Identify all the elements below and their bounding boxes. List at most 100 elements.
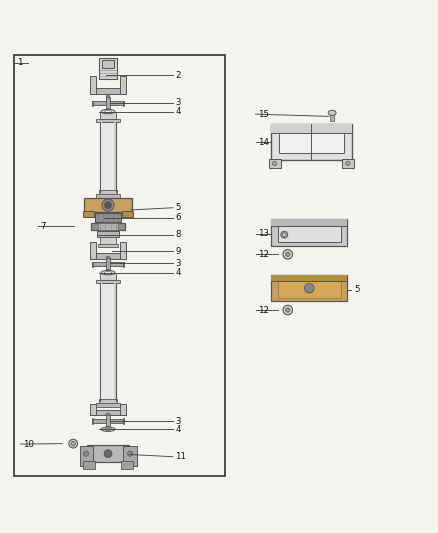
- Text: 4: 4: [176, 425, 181, 434]
- Bar: [114, 283, 116, 400]
- Bar: [97, 231, 119, 237]
- Bar: [120, 76, 126, 94]
- Ellipse shape: [106, 413, 110, 416]
- Bar: [100, 237, 116, 245]
- Text: 12: 12: [258, 250, 269, 259]
- Bar: [83, 211, 94, 217]
- Ellipse shape: [286, 252, 290, 256]
- Bar: [92, 262, 124, 266]
- Text: 3: 3: [176, 99, 181, 107]
- Bar: [100, 122, 116, 192]
- Text: 5: 5: [354, 285, 360, 294]
- Bar: [121, 461, 133, 469]
- Bar: [99, 190, 117, 195]
- Ellipse shape: [106, 95, 110, 98]
- Bar: [99, 59, 117, 79]
- Text: 4: 4: [176, 268, 181, 277]
- Bar: [100, 283, 102, 400]
- Ellipse shape: [127, 451, 133, 456]
- Text: 12: 12: [258, 305, 269, 314]
- Ellipse shape: [104, 450, 112, 457]
- Bar: [106, 257, 110, 271]
- Bar: [120, 242, 126, 259]
- Bar: [100, 283, 116, 400]
- Bar: [106, 96, 110, 110]
- Bar: [83, 461, 95, 469]
- Bar: [278, 281, 341, 298]
- Bar: [123, 101, 124, 106]
- Text: 8: 8: [176, 230, 181, 239]
- Text: 6: 6: [176, 213, 181, 222]
- Bar: [100, 111, 116, 119]
- Ellipse shape: [102, 199, 114, 211]
- Bar: [92, 419, 124, 423]
- Bar: [123, 418, 124, 424]
- Ellipse shape: [83, 451, 88, 456]
- Bar: [271, 275, 347, 301]
- Bar: [92, 101, 124, 105]
- Bar: [279, 131, 344, 153]
- Bar: [90, 253, 126, 259]
- Bar: [271, 124, 352, 160]
- Bar: [96, 194, 120, 198]
- Text: 3: 3: [176, 259, 181, 268]
- Ellipse shape: [106, 426, 110, 429]
- Ellipse shape: [106, 270, 110, 272]
- Bar: [106, 414, 110, 427]
- Bar: [122, 211, 133, 217]
- Ellipse shape: [105, 271, 112, 273]
- Bar: [96, 279, 120, 283]
- Text: 15: 15: [258, 110, 269, 119]
- Ellipse shape: [101, 109, 115, 114]
- Bar: [92, 262, 93, 267]
- Text: 9: 9: [176, 247, 181, 256]
- Text: 1: 1: [17, 58, 22, 67]
- Ellipse shape: [283, 249, 293, 259]
- Bar: [92, 101, 93, 106]
- Ellipse shape: [346, 161, 350, 166]
- Bar: [92, 418, 93, 424]
- Ellipse shape: [101, 270, 115, 275]
- Bar: [99, 223, 117, 230]
- Bar: [99, 399, 117, 403]
- Ellipse shape: [106, 256, 110, 259]
- Ellipse shape: [272, 161, 277, 166]
- Text: 3: 3: [176, 416, 181, 425]
- Bar: [114, 122, 116, 192]
- Bar: [120, 405, 126, 415]
- Bar: [278, 225, 341, 242]
- Bar: [90, 410, 126, 415]
- Ellipse shape: [69, 439, 78, 448]
- Text: 4: 4: [176, 107, 181, 116]
- Text: 14: 14: [258, 138, 269, 147]
- Ellipse shape: [106, 109, 110, 111]
- Bar: [100, 122, 102, 192]
- Bar: [330, 113, 334, 120]
- Ellipse shape: [105, 201, 112, 208]
- Bar: [80, 446, 92, 466]
- Bar: [95, 213, 121, 222]
- Bar: [90, 242, 96, 259]
- Text: 7: 7: [41, 222, 46, 231]
- Bar: [124, 446, 137, 466]
- Ellipse shape: [283, 305, 293, 315]
- Ellipse shape: [286, 308, 290, 312]
- Ellipse shape: [101, 427, 115, 431]
- Bar: [96, 118, 120, 122]
- Bar: [102, 60, 114, 68]
- Bar: [271, 275, 347, 281]
- Bar: [271, 220, 347, 225]
- Bar: [123, 262, 124, 267]
- Bar: [90, 405, 96, 415]
- Ellipse shape: [71, 441, 75, 446]
- Text: 13: 13: [258, 229, 269, 238]
- Ellipse shape: [283, 233, 286, 237]
- Bar: [87, 445, 129, 462]
- Ellipse shape: [281, 231, 288, 238]
- Bar: [271, 220, 347, 246]
- Ellipse shape: [328, 110, 336, 116]
- Ellipse shape: [304, 284, 314, 293]
- Bar: [342, 159, 354, 168]
- Text: 5: 5: [176, 203, 181, 212]
- Bar: [90, 76, 96, 94]
